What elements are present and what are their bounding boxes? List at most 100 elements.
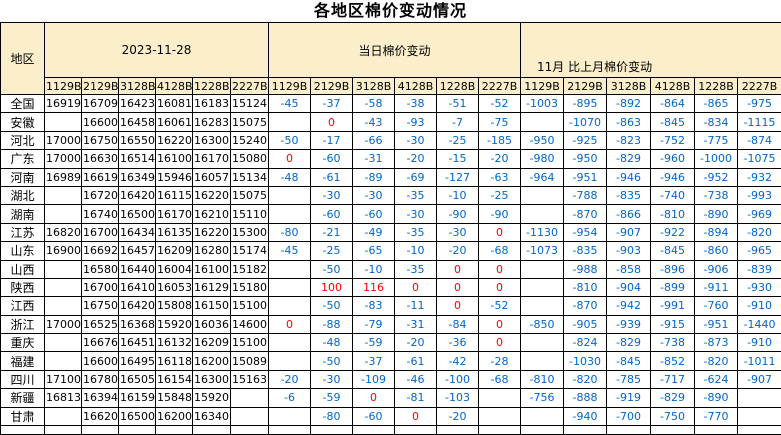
daily-change-cell — [269, 278, 311, 296]
price-cell: 15848 — [156, 389, 193, 407]
daily-change-cell: -68 — [479, 242, 521, 260]
daily-change-cell: -25 — [437, 131, 479, 149]
grade-column-header: 3128B — [119, 78, 156, 95]
monthly-change-cell: -951 — [564, 168, 607, 186]
price-cell: 16200 — [156, 407, 193, 425]
monthly-change-cell: -905 — [564, 315, 607, 333]
region-cell: 四川 — [1, 370, 45, 388]
daily-change-cell: -89 — [353, 168, 395, 186]
region-cell: 广东 — [1, 150, 45, 168]
monthly-change-cell: -860 — [695, 242, 738, 260]
price-cell — [45, 186, 82, 204]
monthly-change-cell: -950 — [564, 150, 607, 168]
monthly-change-cell: -810 — [521, 370, 564, 388]
daily-change-cell — [269, 205, 311, 223]
monthly-change-cell — [521, 297, 564, 315]
daily-change-cell: 0 — [353, 389, 395, 407]
price-cell: 16740 — [82, 205, 119, 223]
daily-change-cell: -58 — [353, 95, 395, 113]
monthly-change-cell: -946 — [607, 168, 651, 186]
region-cell: 安徽 — [1, 113, 45, 131]
price-cell: 15100 — [231, 297, 269, 315]
region-cell: 重庆 — [1, 334, 45, 352]
price-cell: 16004 — [156, 260, 193, 278]
daily-change-cell: -20 — [395, 150, 437, 168]
daily-change-cell: -79 — [353, 315, 395, 333]
monthly-change-cell: -922 — [651, 223, 695, 241]
price-cell: 15080 — [231, 150, 269, 168]
price-cell: 17000 — [45, 150, 82, 168]
daily-change-cell — [269, 297, 311, 315]
monthly-change-cell: -894 — [695, 223, 738, 241]
price-cell — [231, 389, 269, 407]
daily-change-cell: 0 — [311, 113, 353, 131]
grade-column-header: 1228B — [695, 78, 738, 95]
monthly-change-cell: -1440 — [738, 315, 781, 333]
price-cell: 16457 — [119, 242, 156, 260]
monthly-change-cell: -820 — [738, 223, 781, 241]
empty-cell — [521, 426, 564, 435]
daily-change-cell: -66 — [353, 131, 395, 149]
monthly-change-cell: -865 — [695, 95, 738, 113]
monthly-change-cell: -960 — [651, 150, 695, 168]
daily-change-cell: -81 — [395, 389, 437, 407]
grade-column-header: 1129B — [45, 78, 82, 95]
monthly-change-cell: -834 — [695, 113, 738, 131]
daily-change-cell: -35 — [395, 260, 437, 278]
daily-change-cell: -35 — [395, 223, 437, 241]
monthly-change-cell — [521, 407, 564, 425]
monthly-change-cell: -1130 — [521, 223, 564, 241]
price-cell: 16209 — [156, 242, 193, 260]
daily-change-cell: -52 — [479, 95, 521, 113]
daily-change-cell: -30 — [311, 186, 353, 204]
monthly-change-cell: -820 — [695, 352, 738, 370]
daily-change-cell: 0 — [479, 334, 521, 352]
monthly-change-cell — [521, 352, 564, 370]
price-cell: 16220 — [156, 131, 193, 149]
daily-change-cell: -37 — [311, 95, 353, 113]
grade-column-header: 3128B — [607, 78, 651, 95]
daily-change-cell: -59 — [353, 334, 395, 352]
monthly-change-cell: -870 — [564, 205, 607, 223]
price-cell: 16349 — [119, 168, 156, 186]
price-cell: 16550 — [119, 131, 156, 149]
price-cell — [45, 260, 82, 278]
monthly-change-cell: -829 — [607, 150, 651, 168]
price-cell: 16692 — [82, 242, 119, 260]
monthly-change-cell: -788 — [564, 186, 607, 204]
region-cell: 山西 — [1, 260, 45, 278]
monthly-change-cell: -904 — [607, 278, 651, 296]
grade-column-header: 1228B — [437, 78, 479, 95]
price-cell: 16036 — [193, 315, 231, 333]
daily-change-cell: -38 — [395, 95, 437, 113]
empty-cell — [353, 426, 395, 435]
price-cell: 16514 — [119, 150, 156, 168]
price-cell: 16458 — [119, 113, 156, 131]
daily-change-cell: -90 — [479, 205, 521, 223]
grade-column-header: 1129B — [269, 78, 311, 95]
daily-change-cell: -11 — [395, 297, 437, 315]
monthly-change-cell: -845 — [607, 352, 651, 370]
price-cell: 16081 — [156, 95, 193, 113]
monthly-change-cell — [521, 278, 564, 296]
daily-change-cell — [479, 389, 521, 407]
region-cell: 全国 — [1, 95, 45, 113]
price-cell: 15180 — [231, 278, 269, 296]
price-cell: 16813 — [45, 389, 82, 407]
empty-cell — [311, 426, 353, 435]
daily-change-cell: -20 — [395, 334, 437, 352]
monthly-change-cell: -829 — [651, 389, 695, 407]
monthly-change-cell: -969 — [738, 205, 781, 223]
monthly-change-cell: -939 — [607, 315, 651, 333]
price-cell: 16780 — [82, 370, 119, 388]
empty-cell — [437, 426, 479, 435]
empty-cell — [193, 426, 231, 435]
grade-column-header: 2227B — [231, 78, 269, 95]
price-cell: 15300 — [231, 223, 269, 241]
